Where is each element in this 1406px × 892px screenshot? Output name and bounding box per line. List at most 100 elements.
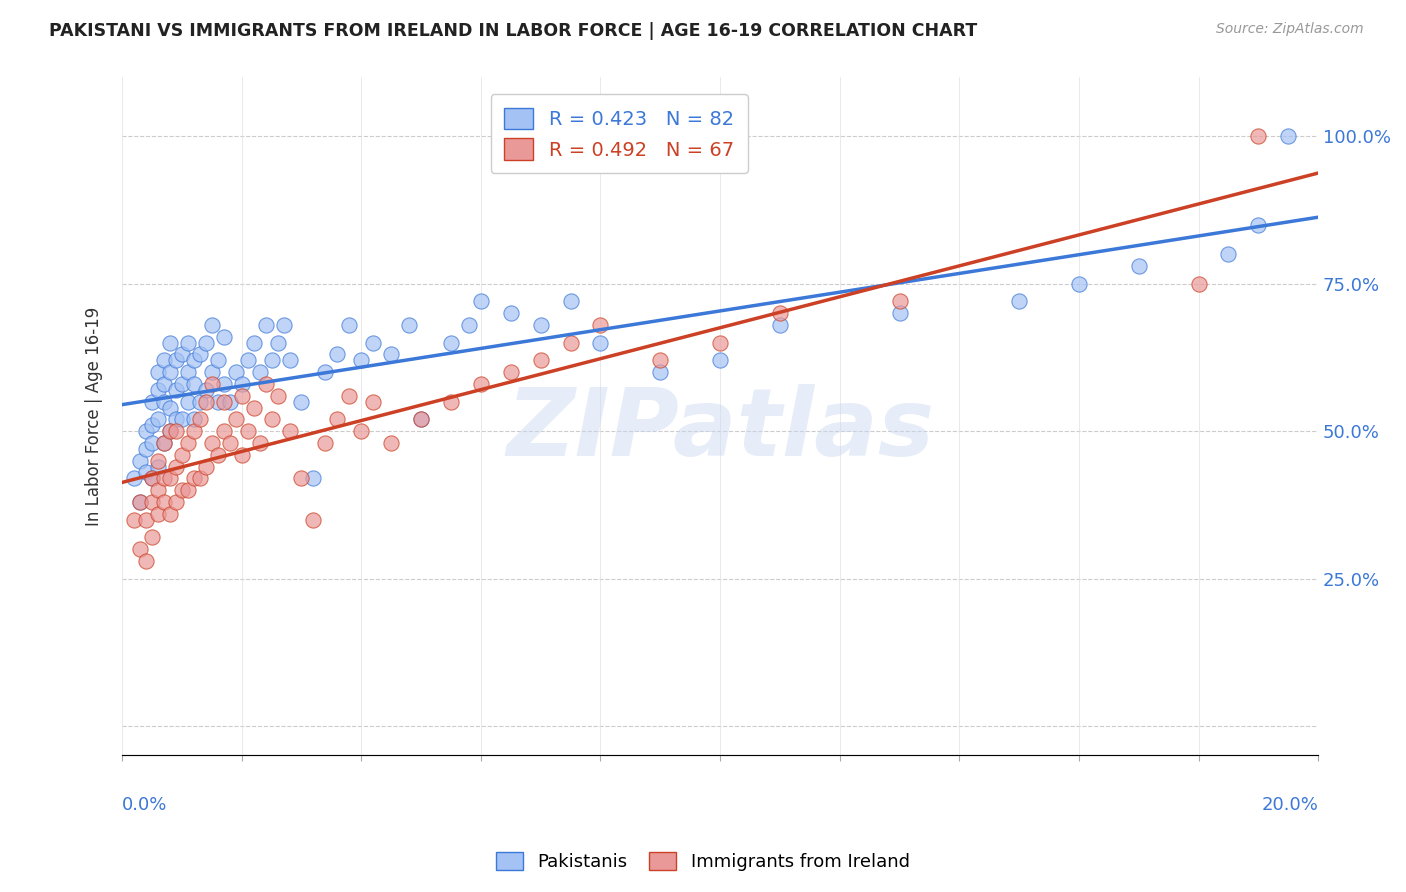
Point <box>249 365 271 379</box>
Point <box>188 471 211 485</box>
Point <box>380 436 402 450</box>
Point <box>218 394 240 409</box>
Point <box>499 365 522 379</box>
Point <box>337 389 360 403</box>
Point <box>231 376 253 391</box>
Point <box>153 495 176 509</box>
Point <box>560 294 582 309</box>
Point <box>141 471 163 485</box>
Point <box>135 424 157 438</box>
Point <box>159 424 181 438</box>
Point <box>183 424 205 438</box>
Point <box>350 424 373 438</box>
Point <box>302 471 325 485</box>
Point <box>589 318 612 332</box>
Point <box>146 383 169 397</box>
Point <box>194 335 217 350</box>
Point <box>135 442 157 456</box>
Point <box>560 335 582 350</box>
Point <box>440 394 463 409</box>
Point <box>165 412 187 426</box>
Point <box>170 448 193 462</box>
Point <box>177 365 200 379</box>
Point <box>146 412 169 426</box>
Point <box>254 318 277 332</box>
Text: ZIPatlas: ZIPatlas <box>506 384 934 476</box>
Point <box>769 318 792 332</box>
Point <box>201 376 224 391</box>
Point <box>122 471 145 485</box>
Point <box>236 424 259 438</box>
Point <box>141 394 163 409</box>
Point <box>470 376 492 391</box>
Point <box>177 436 200 450</box>
Point <box>207 448 229 462</box>
Point <box>153 394 176 409</box>
Point <box>212 330 235 344</box>
Point <box>470 294 492 309</box>
Point <box>361 335 384 350</box>
Point <box>242 335 264 350</box>
Point <box>146 459 169 474</box>
Point <box>177 483 200 497</box>
Text: PAKISTANI VS IMMIGRANTS FROM IRELAND IN LABOR FORCE | AGE 16-19 CORRELATION CHAR: PAKISTANI VS IMMIGRANTS FROM IRELAND IN … <box>49 22 977 40</box>
Legend: Pakistanis, Immigrants from Ireland: Pakistanis, Immigrants from Ireland <box>489 845 917 879</box>
Point <box>290 394 312 409</box>
Point <box>212 394 235 409</box>
Point <box>650 353 672 368</box>
Point <box>380 347 402 361</box>
Point <box>266 389 288 403</box>
Point <box>236 353 259 368</box>
Point <box>141 530 163 544</box>
Point <box>129 542 152 557</box>
Point <box>165 383 187 397</box>
Point <box>201 436 224 450</box>
Point <box>225 412 247 426</box>
Point <box>337 318 360 332</box>
Point <box>165 495 187 509</box>
Point <box>135 554 157 568</box>
Point <box>254 376 277 391</box>
Point <box>170 412 193 426</box>
Point <box>889 306 911 320</box>
Point <box>499 306 522 320</box>
Point <box>129 495 152 509</box>
Text: Source: ZipAtlas.com: Source: ZipAtlas.com <box>1216 22 1364 37</box>
Point <box>146 365 169 379</box>
Point <box>278 353 301 368</box>
Point <box>177 394 200 409</box>
Point <box>278 424 301 438</box>
Point <box>314 365 336 379</box>
Point <box>141 495 163 509</box>
Point <box>170 347 193 361</box>
Point <box>153 376 176 391</box>
Point <box>361 394 384 409</box>
Point <box>159 471 181 485</box>
Point <box>242 401 264 415</box>
Point <box>159 424 181 438</box>
Point <box>302 512 325 526</box>
Point <box>1008 294 1031 309</box>
Point <box>260 353 283 368</box>
Point <box>249 436 271 450</box>
Point <box>141 436 163 450</box>
Point <box>170 483 193 497</box>
Point <box>194 459 217 474</box>
Legend: R = 0.423   N = 82, R = 0.492   N = 67: R = 0.423 N = 82, R = 0.492 N = 67 <box>491 94 748 173</box>
Point <box>440 335 463 350</box>
Point <box>530 318 553 332</box>
Point <box>165 424 187 438</box>
Point <box>326 347 349 361</box>
Point <box>153 436 176 450</box>
Point <box>260 412 283 426</box>
Point <box>183 353 205 368</box>
Point <box>159 335 181 350</box>
Point <box>398 318 420 332</box>
Point <box>165 353 187 368</box>
Point <box>135 466 157 480</box>
Point <box>218 436 240 450</box>
Point <box>188 394 211 409</box>
Point <box>409 412 432 426</box>
Point <box>159 365 181 379</box>
Point <box>1128 259 1150 273</box>
